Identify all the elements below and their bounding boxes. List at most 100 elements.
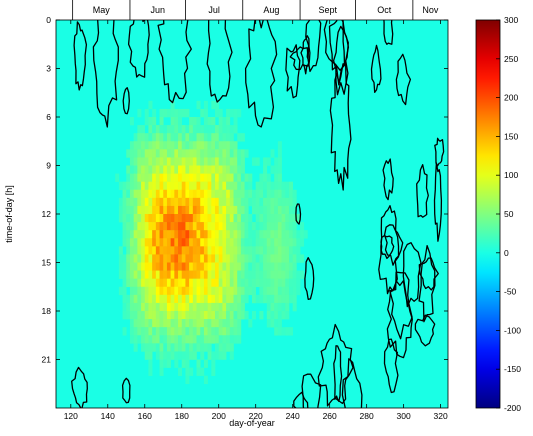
heatmap-cell xyxy=(222,149,227,158)
heatmap-cell xyxy=(300,270,305,279)
heatmap-cell xyxy=(240,149,245,158)
heatmap-cell xyxy=(122,238,127,247)
heatmap-cell xyxy=(270,181,275,191)
colorbar-tick-label: 300 xyxy=(504,15,518,25)
heatmap-cell xyxy=(229,343,234,352)
x-tick-label: 180 xyxy=(175,411,189,421)
heatmap-cell xyxy=(255,181,260,191)
heatmap-cell xyxy=(215,246,220,255)
contour-line xyxy=(433,162,443,242)
heatmap-cell xyxy=(237,238,242,247)
heatmap-cell xyxy=(207,157,212,166)
heatmap-cell xyxy=(237,262,242,271)
heatmap-cell xyxy=(207,319,212,328)
heatmap-cell xyxy=(129,173,134,182)
heatmap-cell xyxy=(222,157,227,166)
heatmap-cell xyxy=(277,230,282,239)
heatmap-cell xyxy=(189,343,194,352)
heatmap-cell xyxy=(218,286,223,296)
heatmap-cell xyxy=(222,133,227,142)
heatmap-cell xyxy=(144,246,149,255)
heatmap-cell xyxy=(207,286,212,296)
heatmap-cell xyxy=(141,294,146,304)
heatmap-cell xyxy=(226,222,231,231)
heatmap-cell xyxy=(174,327,179,336)
heatmap-cell xyxy=(211,222,216,231)
contour-line xyxy=(157,20,192,104)
x-tick-label: 300 xyxy=(397,411,411,421)
heatmap-cell xyxy=(181,319,186,328)
heatmap-cell xyxy=(266,278,271,288)
heatmap-cell xyxy=(159,327,164,336)
heatmap-cell xyxy=(148,246,153,255)
heatmap-cell xyxy=(148,262,153,271)
heatmap-cell xyxy=(240,294,245,304)
heatmap-cell xyxy=(189,238,194,247)
heatmap-cell xyxy=(155,222,160,231)
heatmap-cell xyxy=(237,254,242,263)
heatmap-cell xyxy=(178,270,183,279)
heatmap-cell xyxy=(155,319,160,328)
heatmap-cell xyxy=(178,327,183,336)
heatmap-cell xyxy=(196,335,201,344)
heatmap-cell xyxy=(166,125,171,134)
heatmap-cell xyxy=(192,222,197,231)
month-label: May xyxy=(93,5,111,15)
heatmap-cell xyxy=(215,157,220,166)
heatmap-cell xyxy=(233,238,238,247)
heatmap-cell xyxy=(215,214,220,223)
heatmap-cell xyxy=(152,133,157,142)
heatmap-cell xyxy=(178,343,183,352)
heatmap-cell xyxy=(229,302,234,312)
heatmap-cell xyxy=(244,278,249,288)
heatmap-cell xyxy=(244,238,249,247)
heatmap-cell xyxy=(255,197,260,207)
heatmap-cell xyxy=(218,254,223,263)
heatmap-cell xyxy=(178,246,183,255)
heatmap-cell xyxy=(211,246,216,255)
contour-line xyxy=(329,62,352,191)
heatmap-cell xyxy=(144,141,149,150)
heatmap-cell xyxy=(170,302,175,312)
heatmap-cell xyxy=(222,181,227,191)
heatmap-cell xyxy=(237,197,242,207)
heatmap-cell xyxy=(122,254,127,263)
heatmap-cell xyxy=(141,327,146,336)
heatmap-cell xyxy=(166,230,171,239)
heatmap-cell xyxy=(248,173,253,182)
heatmap-cell xyxy=(240,302,245,312)
heatmap-cell xyxy=(300,230,305,239)
heatmap-cell xyxy=(211,197,216,207)
heatmap-cell xyxy=(200,125,205,134)
heatmap-cell xyxy=(126,230,131,239)
contour-line xyxy=(73,21,88,91)
heatmap-cell xyxy=(274,205,279,215)
heatmap-cell xyxy=(185,327,190,336)
contour-line xyxy=(289,46,310,71)
heatmap-cell xyxy=(166,189,171,199)
heatmap-cell xyxy=(185,254,190,263)
heatmap-cell xyxy=(207,351,212,360)
colorbar-tick-label: -50 xyxy=(504,287,517,297)
heatmap-cell xyxy=(181,327,186,336)
heatmap-cell xyxy=(133,197,138,207)
heatmap-cell xyxy=(148,270,153,279)
heatmap-cell xyxy=(215,343,220,352)
heatmap-cell xyxy=(189,246,194,255)
heatmap-cell xyxy=(233,286,238,296)
heatmap-cell xyxy=(148,319,153,328)
heatmap-cell xyxy=(215,270,220,279)
heatmap-cell xyxy=(233,165,238,174)
heatmap-cell xyxy=(237,286,242,296)
heatmap-cell xyxy=(152,230,157,239)
heatmap-cell xyxy=(174,149,179,158)
heatmap-cell xyxy=(215,108,220,118)
heatmap-cell xyxy=(270,165,275,174)
heatmap-cell xyxy=(144,165,149,174)
heatmap-cell xyxy=(259,270,264,279)
heatmap-cell xyxy=(288,327,293,336)
heatmap-cell xyxy=(189,117,194,126)
heatmap-cell xyxy=(178,367,183,376)
heatmap-cell xyxy=(144,254,149,263)
heatmap-cell xyxy=(141,173,146,182)
